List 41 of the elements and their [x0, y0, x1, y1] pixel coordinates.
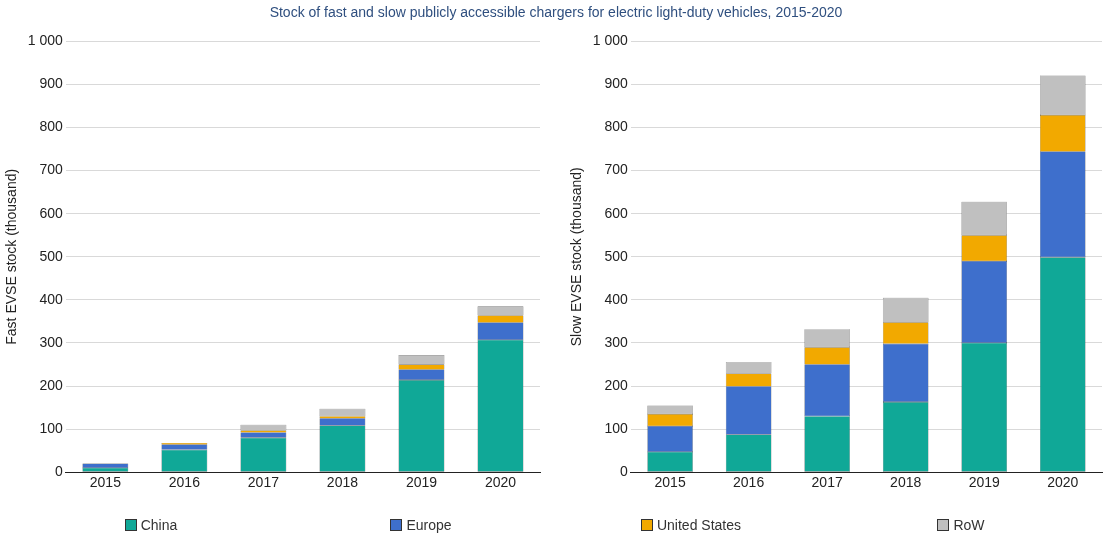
- y-tick-label: 500: [39, 247, 64, 264]
- y-tick-label: 300: [604, 333, 629, 350]
- y-tick-label: 400: [39, 290, 64, 307]
- legend-label: RoW: [953, 517, 985, 533]
- chart-title: Stock of fast and slow publicly accessible chargers for electric light-duty vehicles, 2015-2020: [268, 4, 844, 20]
- y-tick-label: 500: [604, 247, 629, 264]
- y-tick-label: 200: [604, 376, 629, 393]
- y-tick-label: 100: [604, 419, 629, 436]
- y-tick-label: 900: [39, 75, 64, 92]
- y-tick-label: 0: [620, 463, 629, 480]
- y-tick-label: 100: [39, 419, 64, 436]
- y-tick-label: 900: [604, 75, 629, 92]
- x-tick-label: 2020: [484, 474, 517, 491]
- y-tick-label: 1 000: [592, 32, 629, 49]
- x-tick-label: 2018: [326, 474, 359, 491]
- y-tick-label: 600: [39, 204, 64, 221]
- y-tick-label: 0: [55, 463, 64, 480]
- y-axis-title: Slow EVSE stock (thousand): [568, 167, 585, 347]
- y-tick-label: 200: [39, 376, 64, 393]
- x-tick-label: 2015: [654, 474, 686, 491]
- y-tick-label: 400: [604, 290, 629, 307]
- y-tick-label: 300: [39, 333, 64, 350]
- y-tick-label: 600: [604, 204, 629, 221]
- y-tick-label: 1 000: [27, 32, 64, 49]
- x-tick-label: 2019: [968, 474, 1000, 491]
- legend-label: China: [140, 517, 178, 533]
- x-tick-label: 2020: [1047, 474, 1079, 491]
- y-tick-label: 800: [604, 118, 629, 135]
- x-tick-label: 2016: [733, 474, 765, 491]
- y-tick-label: 800: [39, 118, 64, 135]
- x-tick-label: 2015: [89, 474, 122, 491]
- legend-label: Europe: [406, 517, 452, 533]
- y-axis-title: Fast EVSE stock (thousand): [3, 168, 20, 345]
- x-tick-label: 2019: [405, 474, 438, 491]
- x-tick-label: 2017: [811, 474, 843, 491]
- x-tick-label: 2016: [168, 474, 201, 491]
- y-tick-label: 700: [39, 161, 64, 178]
- y-tick-label: 700: [604, 161, 629, 178]
- legend-label: United States: [656, 517, 742, 533]
- x-tick-label: 2017: [247, 474, 280, 491]
- x-tick-label: 2018: [890, 474, 922, 491]
